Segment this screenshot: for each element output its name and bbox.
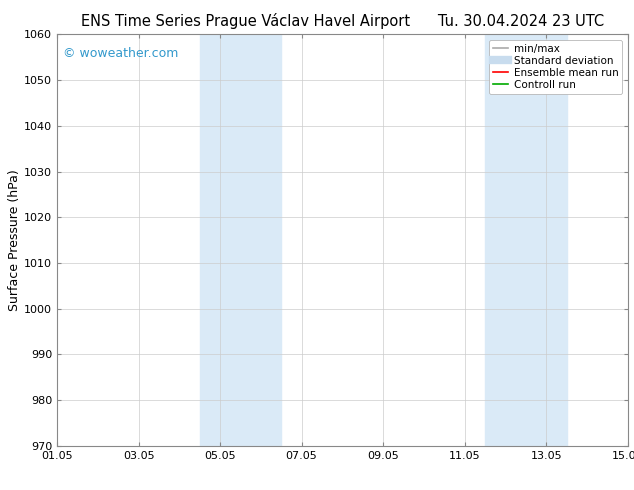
Y-axis label: Surface Pressure (hPa): Surface Pressure (hPa) — [8, 169, 22, 311]
Title: ENS Time Series Prague Václav Havel Airport      Tu. 30.04.2024 23 UTC: ENS Time Series Prague Václav Havel Airp… — [81, 13, 604, 29]
Text: © woweather.com: © woweather.com — [63, 47, 178, 60]
Bar — [200, 34, 281, 446]
Bar — [485, 34, 567, 446]
Legend: min/max, Standard deviation, Ensemble mean run, Controll run: min/max, Standard deviation, Ensemble me… — [489, 40, 623, 94]
